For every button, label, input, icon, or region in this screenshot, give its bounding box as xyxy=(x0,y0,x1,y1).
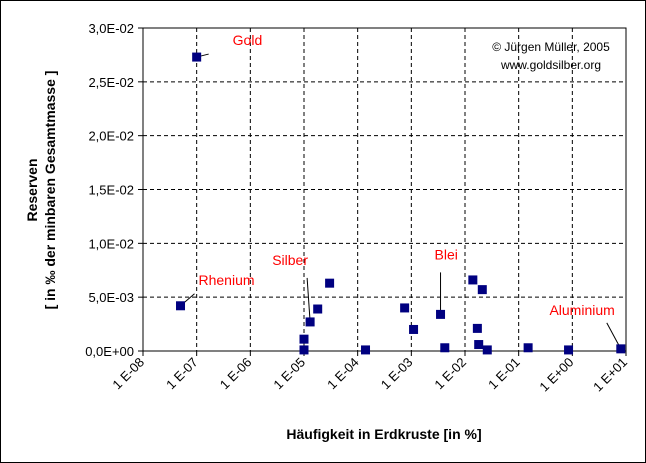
data-point xyxy=(468,275,478,285)
data-point xyxy=(409,324,419,334)
x-axis-ticks: 1 E-08 1 E-07 1 E-06 1 E-05 1 E-04 1 E-03 1 E-… xyxy=(109,351,630,395)
y-axis-ticks: 0,0E+00 5,0E-03 1,0E-02 1,5E-02 2,0E-02 2,5E-… xyxy=(85,21,143,359)
data-point xyxy=(400,303,410,313)
data-point xyxy=(299,334,309,344)
credit-website: www.goldsilber.org xyxy=(500,58,601,72)
y-tick-label: 2,0E-02 xyxy=(88,129,134,144)
annotations: Gold Rhenium Silber Blei Aluminium xyxy=(199,32,615,318)
data-point xyxy=(440,343,450,353)
data-points xyxy=(176,52,626,355)
data-point xyxy=(299,345,309,355)
y-tick-label: 2,5E-02 xyxy=(88,75,134,90)
x-tick-label: 1 E-06 xyxy=(217,355,255,393)
data-point xyxy=(564,345,574,355)
data-point xyxy=(474,340,484,350)
x-tick-label: 1 E-05 xyxy=(270,355,308,393)
x-tick-label: 1 E-02 xyxy=(431,355,469,393)
x-tick-label: 1 E-08 xyxy=(109,355,147,393)
data-point xyxy=(523,343,533,353)
data-point xyxy=(477,285,487,295)
annotation-label: Blei xyxy=(435,246,458,262)
x-tick-label: 1 E-01 xyxy=(485,355,523,393)
y-axis-title-line2: [ in ‰ der minbaren Gesamtmasse ] xyxy=(42,71,58,310)
y-axis-title-line1: Reserven xyxy=(24,158,40,221)
x-tick-label: 1 E-03 xyxy=(378,355,416,393)
x-tick-label: 1 E-04 xyxy=(324,355,362,393)
y-tick-label: 5,0E-03 xyxy=(88,290,134,305)
data-point xyxy=(482,345,492,355)
credit-author: © Jürgen Müller, 2005 xyxy=(492,40,610,54)
x-axis-title: Häufigkeit in Erdkruste [in %] xyxy=(286,426,481,442)
annotation-label: Rhenium xyxy=(199,272,255,288)
data-point xyxy=(192,52,202,62)
x-tick-label: 1 E+00 xyxy=(536,355,576,395)
data-point xyxy=(436,309,446,319)
annotation-label: Silber xyxy=(272,252,308,268)
x-tick-label: 1 E+01 xyxy=(590,355,630,395)
data-point xyxy=(305,317,315,327)
data-point xyxy=(313,304,323,314)
data-point xyxy=(361,345,371,355)
data-point xyxy=(176,301,186,311)
data-point xyxy=(472,323,482,333)
annotation-leader-line xyxy=(306,277,311,322)
y-tick-label: 3,0E-02 xyxy=(88,21,134,36)
grid xyxy=(143,28,626,351)
y-tick-label: 1,0E-02 xyxy=(88,236,134,251)
data-point xyxy=(325,278,335,288)
annotation-label: Gold xyxy=(233,32,263,48)
data-point xyxy=(616,344,626,354)
x-tick-label: 1 E-07 xyxy=(163,355,201,393)
y-tick-label: 1,5E-02 xyxy=(88,183,134,198)
y-tick-label: 0,0E+00 xyxy=(85,344,134,359)
annotation-label: Aluminium xyxy=(549,302,614,318)
